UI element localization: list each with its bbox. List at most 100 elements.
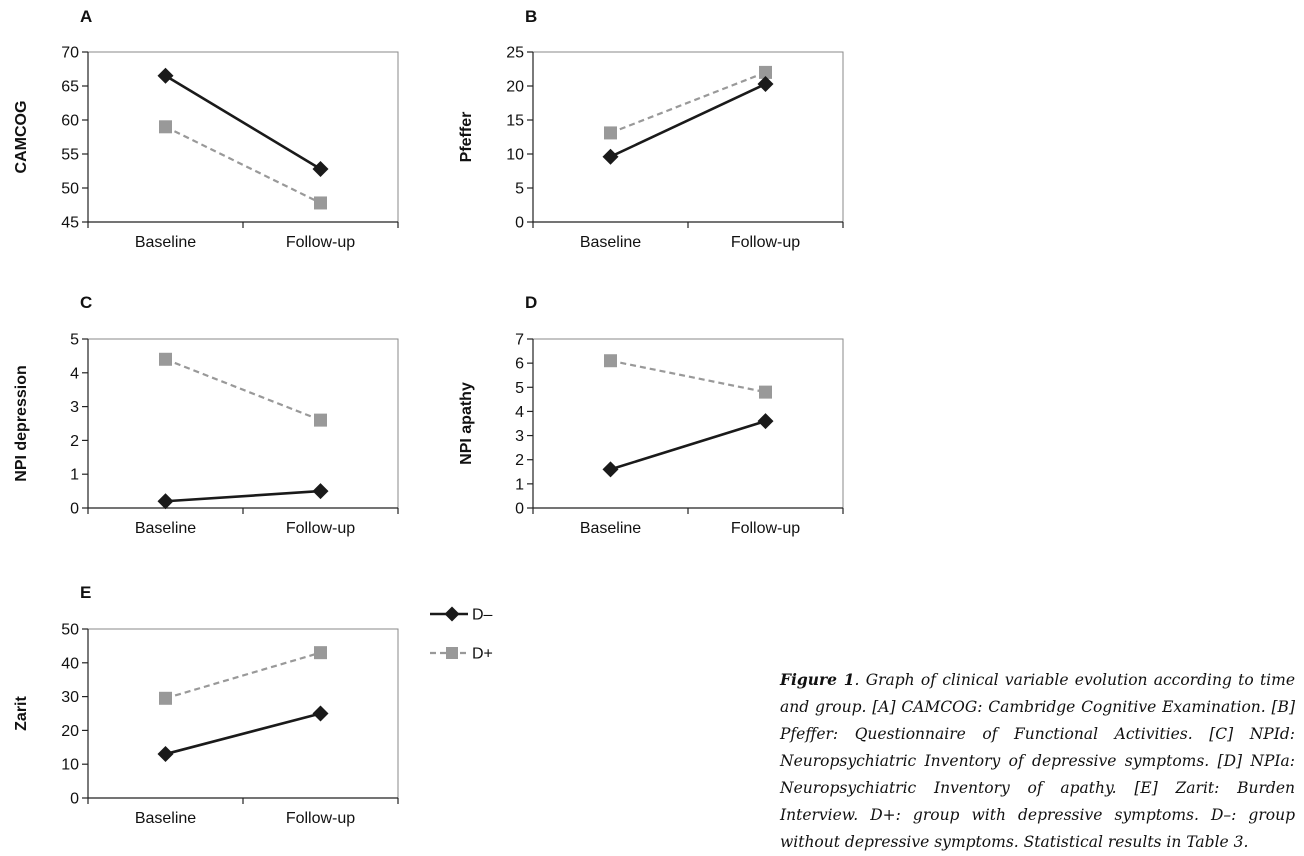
x-tick-label: Follow-up bbox=[286, 520, 355, 537]
y-tick-label: 55 bbox=[61, 147, 79, 164]
caption-text: . Graph of clinical variable evolution a… bbox=[780, 671, 1295, 851]
x-tick-label: Follow-up bbox=[286, 234, 355, 251]
y-tick-label: 45 bbox=[61, 215, 79, 232]
y-axis-title: NPI depression bbox=[13, 365, 30, 481]
y-axis-title: Pfeffer bbox=[458, 112, 475, 163]
chart-panel-a: A 45 50 55 60 65 70 Baseline Follow-up CAMCOG bbox=[13, 7, 399, 251]
plot-frame bbox=[87, 338, 399, 509]
x-tick-label: Baseline bbox=[580, 234, 641, 251]
y-tick-label: 0 bbox=[515, 215, 524, 232]
y-tick-label: 40 bbox=[61, 655, 79, 672]
data-point-square bbox=[314, 413, 327, 427]
data-point-square bbox=[604, 354, 617, 368]
x-tick-label: Follow-up bbox=[731, 234, 800, 251]
y-tick-label: 2 bbox=[515, 452, 524, 469]
y-tick-label: 3 bbox=[70, 399, 79, 416]
y-tick-label: 5 bbox=[515, 181, 524, 198]
series-line bbox=[165, 651, 321, 700]
y-axis-title: CAMCOG bbox=[13, 101, 30, 174]
y-tick-label: 5 bbox=[70, 332, 79, 349]
figure-caption: Figure 1. Graph of clinical variable evo… bbox=[780, 666, 1295, 856]
y-tick-label: 25 bbox=[506, 45, 524, 62]
series-line bbox=[165, 489, 321, 503]
series-d-plus bbox=[604, 65, 772, 140]
y-tick-label: 7 bbox=[515, 332, 524, 349]
data-point-square bbox=[759, 65, 772, 79]
data-point-diamond bbox=[757, 413, 774, 430]
y-tick-label: 6 bbox=[515, 356, 524, 373]
y-tick-label: 1 bbox=[70, 467, 79, 484]
x-tick-label: Baseline bbox=[135, 520, 196, 537]
data-point-square bbox=[159, 352, 172, 366]
data-point-diamond bbox=[157, 746, 174, 763]
panel-label: E bbox=[80, 583, 91, 602]
data-point-square bbox=[759, 385, 772, 399]
y-tick-label: 70 bbox=[61, 45, 79, 62]
series-line bbox=[164, 74, 322, 171]
series-d-plus bbox=[159, 646, 327, 705]
series-d-plus bbox=[604, 354, 772, 399]
y-tick-label: 4 bbox=[70, 365, 79, 382]
y-axis-title: Zarit bbox=[13, 695, 30, 730]
chart-panel-b: B 0 5 10 15 20 25 Baseline Follow-up Pfeffer bbox=[458, 7, 844, 251]
series-line bbox=[165, 712, 321, 756]
legend-label: D+ bbox=[472, 646, 493, 663]
series-line bbox=[610, 359, 766, 394]
series-line bbox=[609, 82, 767, 158]
y-tick-label: 20 bbox=[506, 79, 524, 96]
y-tick-label: 4 bbox=[515, 404, 524, 421]
legend-marker-square bbox=[446, 647, 458, 659]
y-tick-label: 60 bbox=[61, 113, 79, 130]
series-d-minus bbox=[602, 75, 774, 165]
chart-panel-d: D 0 1 2 3 4 5 6 7 Baseline Follow-up NPI apathy bbox=[458, 293, 844, 537]
chart-panel-e: E 0 10 20 30 40 50 Baseline Follow-up Zarit bbox=[13, 583, 399, 827]
data-point-diamond bbox=[312, 160, 329, 177]
data-point-square bbox=[314, 646, 327, 660]
data-point-diamond bbox=[312, 483, 329, 500]
y-tick-label: 0 bbox=[70, 791, 79, 808]
plot-frame bbox=[87, 51, 399, 223]
y-tick-label: 0 bbox=[515, 501, 524, 518]
panel-label: D bbox=[525, 293, 537, 312]
x-tick-label: Follow-up bbox=[731, 520, 800, 537]
series-d-plus bbox=[159, 352, 327, 427]
data-point-square bbox=[159, 120, 172, 134]
data-point-square bbox=[159, 691, 172, 705]
data-point-square bbox=[604, 126, 617, 140]
y-axis-title: NPI apathy bbox=[458, 382, 475, 465]
y-tick-label: 5 bbox=[515, 380, 524, 397]
y-tick-label: 10 bbox=[506, 147, 524, 164]
data-point-diamond bbox=[157, 493, 174, 510]
data-point-diamond bbox=[602, 148, 619, 165]
panel-label: C bbox=[80, 293, 92, 312]
legend: D– D+ bbox=[430, 606, 493, 663]
series-line bbox=[165, 125, 321, 204]
data-point-diamond bbox=[312, 705, 329, 722]
legend-marker-diamond bbox=[444, 606, 460, 622]
y-tick-label: 65 bbox=[61, 79, 79, 96]
series-d-minus bbox=[157, 483, 329, 510]
y-tick-label: 50 bbox=[61, 622, 79, 639]
y-tick-label: 0 bbox=[70, 501, 79, 518]
plot-frame bbox=[87, 628, 399, 799]
x-tick-label: Baseline bbox=[135, 234, 196, 251]
series-line bbox=[610, 419, 766, 471]
y-tick-label: 20 bbox=[61, 723, 79, 740]
y-tick-label: 50 bbox=[61, 181, 79, 198]
x-tick-label: Baseline bbox=[135, 810, 196, 827]
plot-frame bbox=[532, 51, 844, 223]
series-d-minus bbox=[602, 413, 774, 478]
data-point-diamond bbox=[757, 75, 774, 92]
y-tick-label: 30 bbox=[61, 689, 79, 706]
series-line bbox=[165, 358, 321, 422]
legend-item-d-plus: D+ bbox=[430, 646, 493, 663]
data-point-square bbox=[314, 196, 327, 210]
legend-item-d-minus: D– bbox=[430, 606, 493, 624]
series-line bbox=[610, 71, 766, 134]
series-d-plus bbox=[159, 120, 327, 210]
plot-frame bbox=[532, 338, 844, 509]
y-tick-label: 1 bbox=[515, 476, 524, 493]
x-tick-label: Follow-up bbox=[286, 810, 355, 827]
y-tick-label: 15 bbox=[506, 113, 524, 130]
